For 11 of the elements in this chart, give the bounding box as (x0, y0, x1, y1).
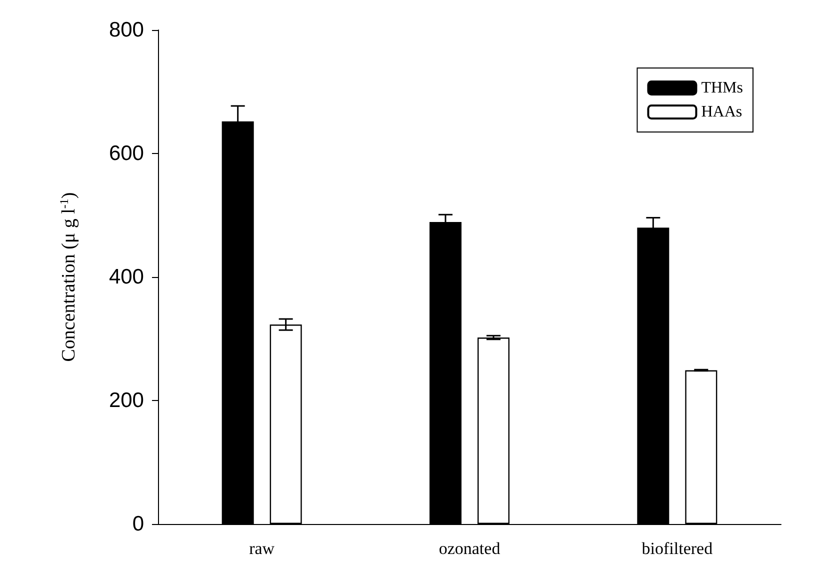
y-tick-label: 400 (108, 266, 144, 288)
x-tick-label: ozonated (438, 539, 501, 558)
y-axis-title: Concentration (μ g l-1) (57, 192, 80, 362)
legend-label: HAAs (701, 104, 742, 120)
legend-label: THMs (701, 80, 743, 96)
y-tick-label: 0 (132, 512, 144, 536)
y-tick-label: 800 (108, 18, 144, 42)
y-tick-label: 600 (108, 142, 144, 165)
x-tick-label: biofiltered (642, 539, 714, 558)
x-tick-label: raw (249, 539, 276, 558)
y-tick-label: 200 (108, 389, 144, 412)
